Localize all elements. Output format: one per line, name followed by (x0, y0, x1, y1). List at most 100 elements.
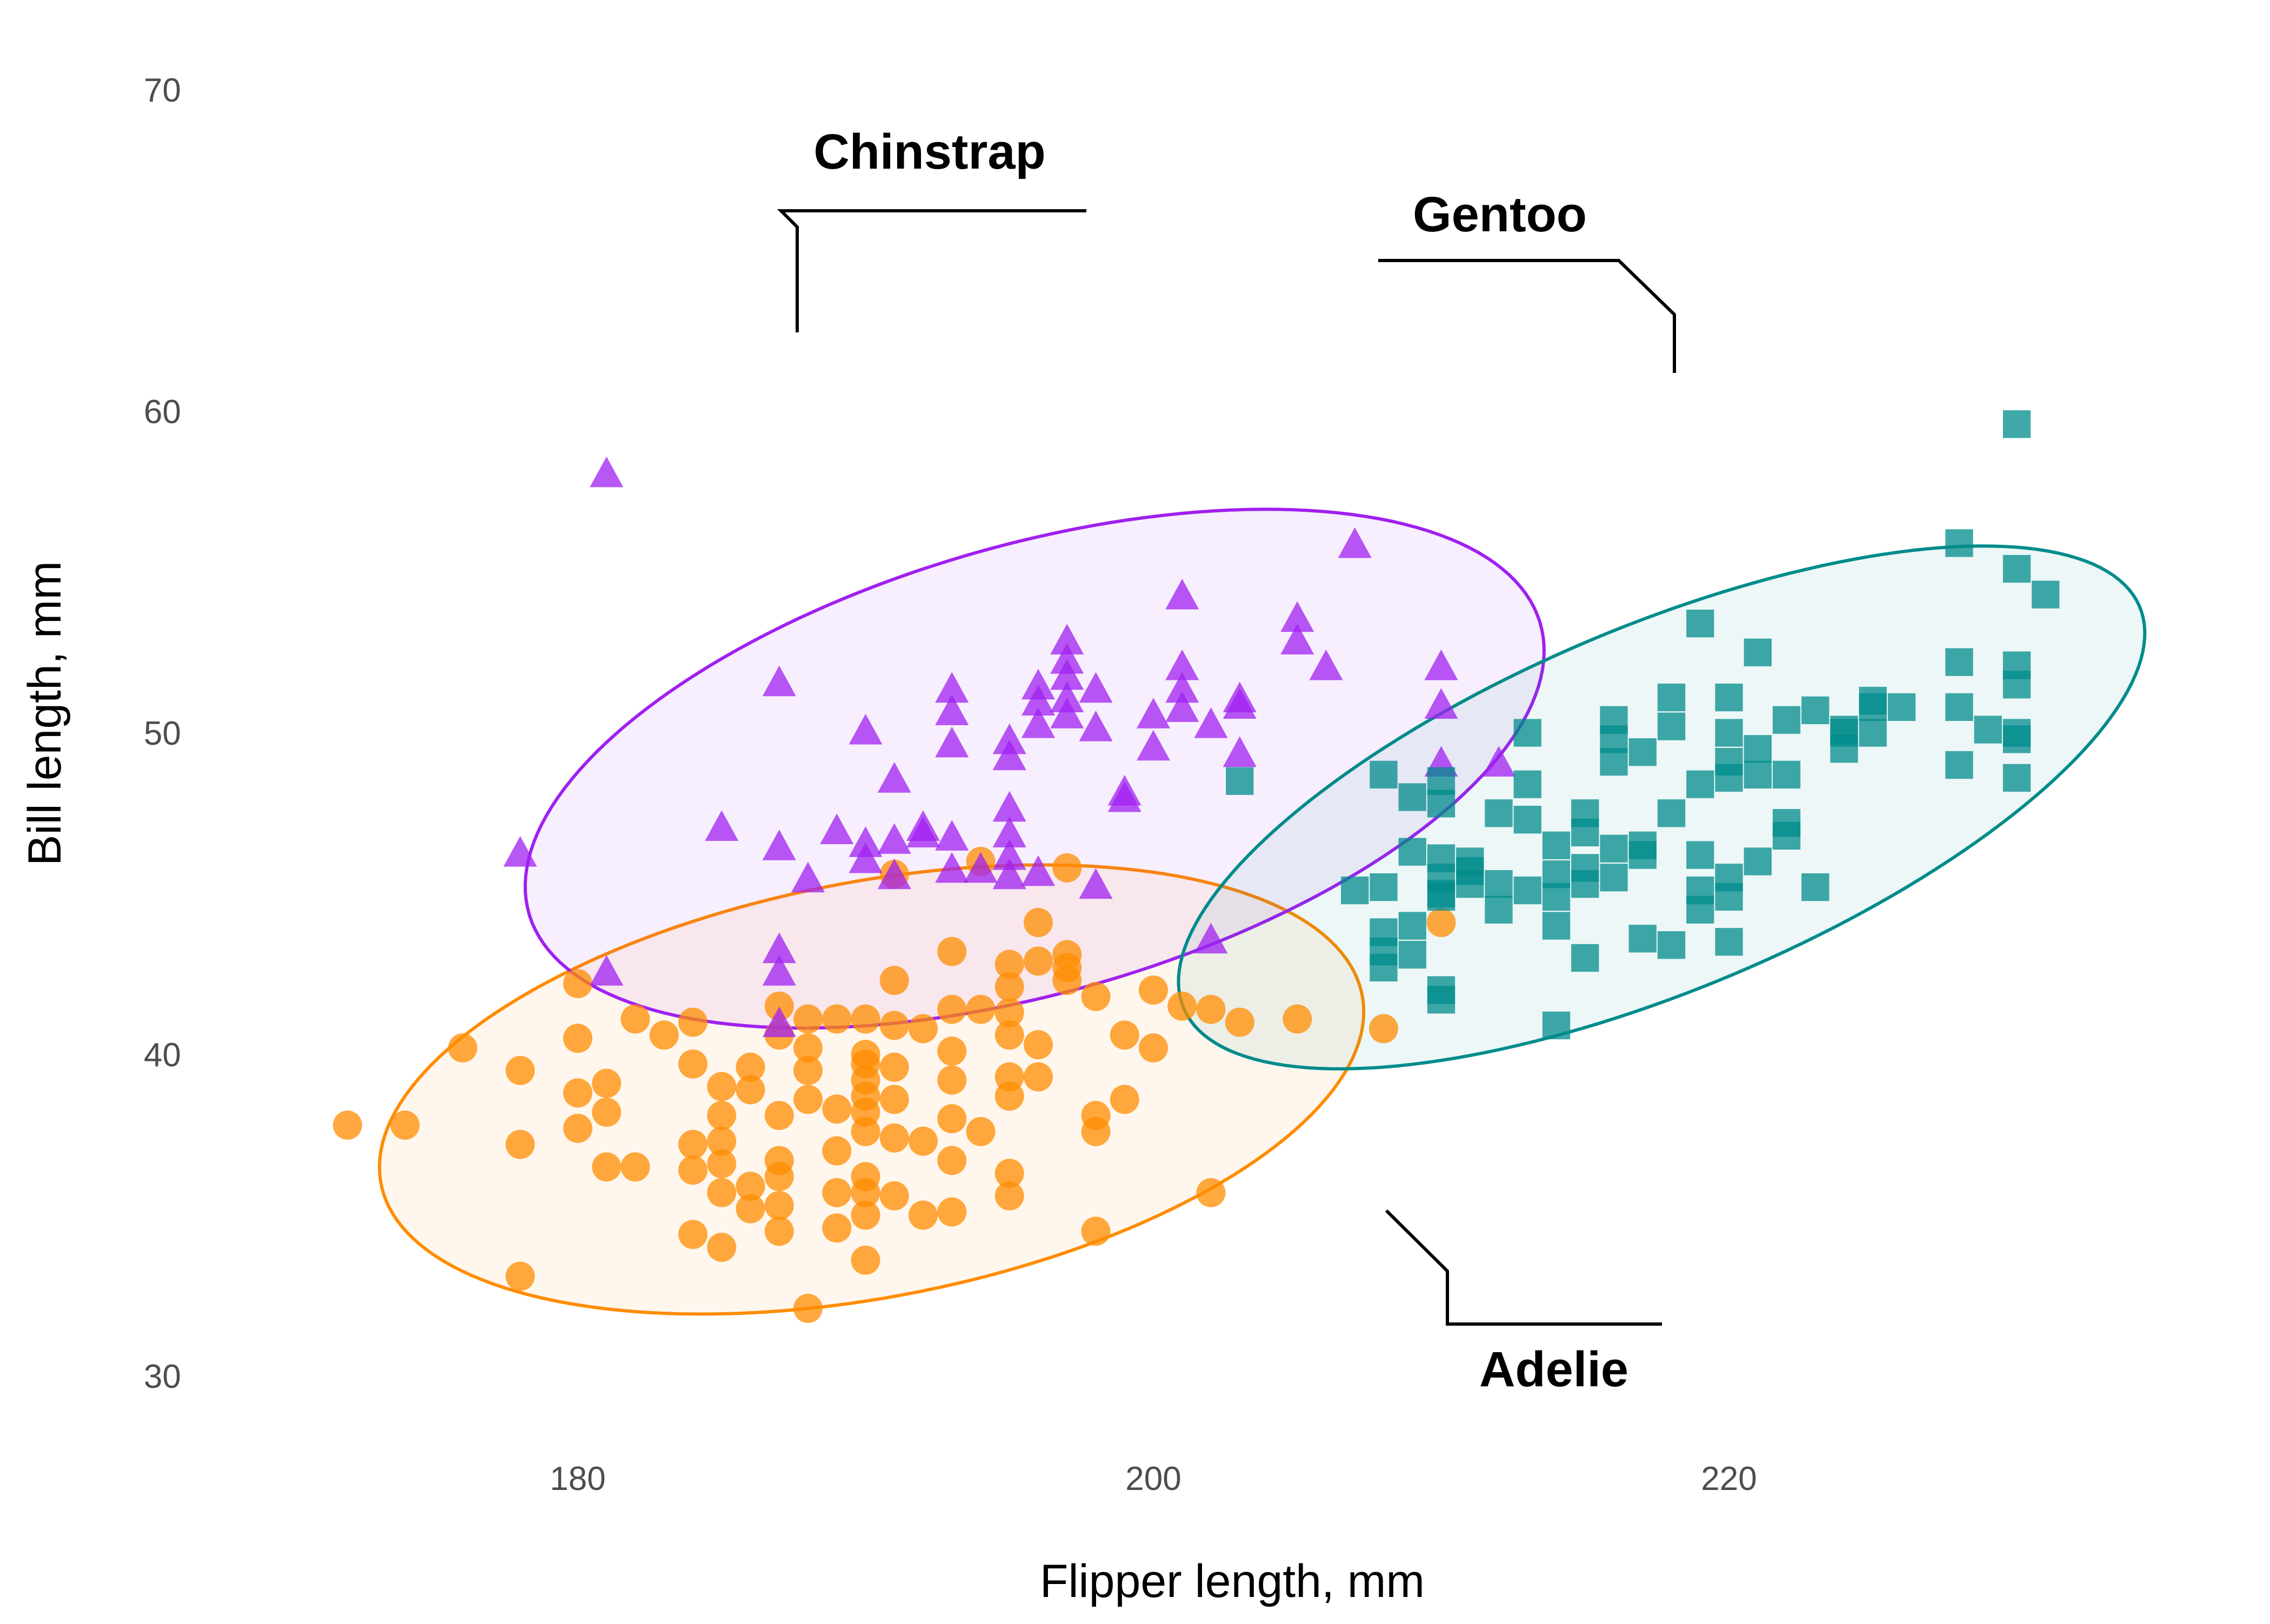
point-adelie (707, 1101, 737, 1131)
x-axis-ticks: 180 200 220 (550, 1460, 1757, 1498)
point-adelie (678, 1220, 707, 1249)
point-chinstrap (1050, 624, 1084, 654)
point-gentoo (1657, 799, 1686, 827)
point-gentoo (1456, 870, 1484, 898)
point-gentoo (1398, 940, 1426, 969)
point-chinstrap (1021, 707, 1056, 738)
species-label-gentoo: Gentoo (1413, 187, 1587, 242)
ellipse-layer (378, 507, 2147, 1316)
point-chinstrap (935, 726, 969, 758)
point-gentoo (1542, 912, 1571, 940)
leader-layer (777, 209, 1676, 1326)
point-gentoo (1370, 873, 1398, 901)
point-chinstrap (849, 826, 883, 857)
point-gentoo (2002, 410, 2031, 438)
point-chinstrap (877, 823, 911, 854)
point-gentoo (1686, 610, 1714, 638)
point-chinstrap (992, 817, 1026, 847)
point-chinstrap (935, 820, 969, 851)
point-gentoo (1542, 883, 1571, 911)
point-chinstrap (1223, 736, 1257, 767)
point-gentoo (1485, 870, 1513, 898)
point-adelie (793, 1294, 823, 1324)
y-tick-label: 30 (144, 1358, 181, 1395)
point-gentoo (1657, 712, 1686, 740)
point-adelie (707, 1126, 737, 1156)
point-adelie (822, 1094, 852, 1124)
point-adelie (563, 1024, 592, 1053)
point-chinstrap (935, 694, 969, 725)
point-gentoo (2002, 554, 2031, 583)
point-adelie (764, 991, 794, 1021)
point-gentoo (1801, 873, 1830, 901)
point-adelie (937, 1037, 967, 1066)
point-adelie (879, 1085, 909, 1114)
point-adelie (879, 966, 909, 995)
point-gentoo (1542, 831, 1571, 859)
point-chinstrap (1079, 710, 1113, 741)
point-adelie (851, 1004, 880, 1034)
point-adelie (909, 1126, 938, 1156)
point-gentoo (2032, 580, 2060, 609)
point-gentoo (2002, 764, 2031, 792)
y-tick-label: 50 (144, 715, 181, 752)
point-chinstrap (1079, 672, 1113, 703)
point-adelie (822, 1004, 852, 1034)
point-adelie (1283, 1004, 1312, 1034)
point-chinstrap (1165, 649, 1199, 680)
point-adelie (937, 1065, 967, 1095)
point-adelie (1081, 1217, 1111, 1246)
point-gentoo (1945, 693, 1973, 721)
point-adelie (764, 1101, 794, 1131)
point-adelie (764, 1162, 794, 1192)
point-gentoo (1945, 751, 1973, 779)
point-gentoo (1600, 747, 1628, 776)
point-chinstrap (1050, 698, 1084, 729)
point-chinstrap (877, 858, 911, 890)
species-label-chinstrap: Chinstrap (813, 124, 1045, 179)
point-adelie (937, 1146, 967, 1175)
point-chinstrap (992, 739, 1026, 771)
point-adelie (1024, 946, 1053, 976)
points-layer (333, 410, 2060, 1324)
point-adelie (505, 1055, 535, 1085)
point-chinstrap (1194, 707, 1228, 738)
point-gentoo (1772, 760, 1801, 788)
point-gentoo (1398, 783, 1426, 811)
point-gentoo (1686, 895, 1714, 924)
point-gentoo (1686, 841, 1714, 869)
point-adelie (1024, 908, 1053, 938)
point-adelie (994, 1181, 1024, 1211)
point-adelie (1024, 1062, 1053, 1092)
point-gentoo (1427, 790, 1456, 818)
point-gentoo (1830, 716, 1858, 744)
point-gentoo (1571, 870, 1599, 898)
point-gentoo (1657, 683, 1686, 712)
point-gentoo (2002, 719, 2031, 747)
point-gentoo (1485, 895, 1513, 924)
point-chinstrap (935, 852, 969, 883)
point-chinstrap (992, 791, 1026, 822)
point-adelie (736, 1171, 765, 1201)
point-gentoo (1715, 928, 1743, 956)
point-adelie (822, 1213, 852, 1243)
point-chinstrap (1338, 527, 1372, 558)
point-gentoo (1715, 683, 1743, 712)
point-adelie (390, 1110, 420, 1140)
point-chinstrap (1136, 698, 1171, 729)
point-adelie (764, 1217, 794, 1246)
point-chinstrap (762, 1006, 796, 1037)
point-adelie (592, 1152, 622, 1182)
point-adelie (966, 994, 996, 1024)
point-chinstrap (1280, 601, 1314, 632)
point-adelie (1052, 966, 1082, 995)
point-chinstrap (1223, 681, 1257, 713)
point-chinstrap (1021, 685, 1056, 716)
point-chinstrap (705, 810, 739, 841)
point-gentoo (1945, 648, 1973, 676)
point-gentoo (1398, 838, 1426, 866)
point-chinstrap (590, 955, 624, 986)
point-chinstrap (1165, 672, 1199, 703)
point-gentoo (1744, 760, 1772, 788)
point-adelie (994, 950, 1024, 979)
